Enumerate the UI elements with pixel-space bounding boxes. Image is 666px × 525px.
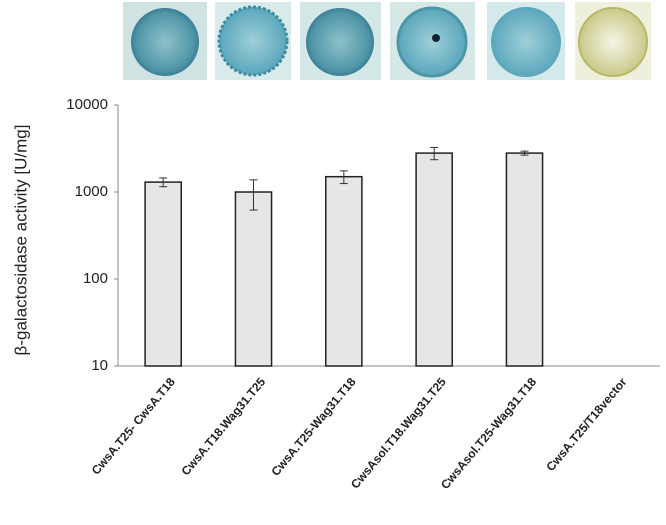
colony	[131, 8, 199, 76]
colony	[491, 7, 561, 77]
y-tick-label: 1000	[75, 183, 108, 200]
y-axis-label: β-galactosidase activity [U/mg]	[11, 125, 30, 356]
colony	[217, 5, 289, 77]
x-tick-label: CwsAsol.T25-Wag31.T18	[438, 375, 540, 492]
colony-images	[123, 2, 651, 80]
colony	[578, 7, 648, 77]
x-tick-label: CwsAsol.T18.Wag31.T25	[348, 375, 449, 492]
x-tick-label: CwsA.T18.Wag31.T25	[178, 375, 268, 478]
colony-center	[432, 34, 440, 42]
y-tick-label: 10	[91, 357, 108, 374]
x-tick-label: CwsA.T25-Wag31.T18	[268, 375, 358, 479]
bar	[144, 181, 182, 367]
y-tick-label: 10000	[66, 96, 108, 113]
x-tick-label: CwsA.T25- CwsA.T18	[89, 375, 178, 478]
bar	[415, 152, 453, 367]
x-tick-label: CwsA.T25/T18vector	[543, 375, 629, 474]
y-tick-label: 100	[83, 270, 108, 287]
colony	[306, 8, 374, 76]
colony	[396, 6, 468, 78]
bar	[505, 152, 544, 367]
bar	[234, 191, 273, 367]
bar	[325, 175, 363, 367]
